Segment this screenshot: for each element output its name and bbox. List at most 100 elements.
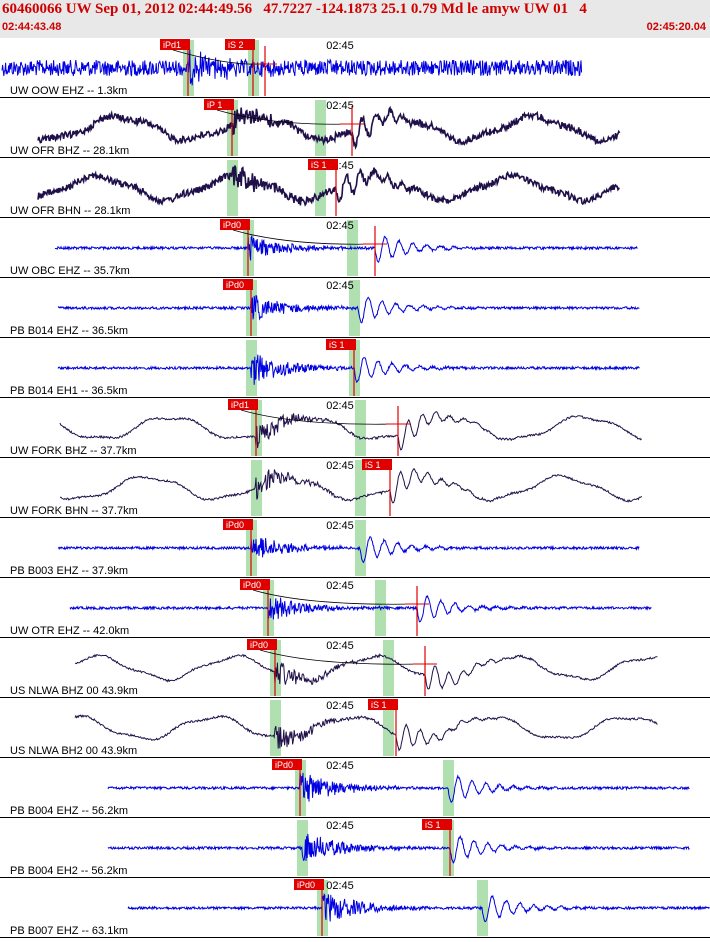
phase-window-band — [355, 520, 366, 576]
trace-row: 02:45 iPd0 PB B007 EHZ -- 63.1km — [0, 879, 710, 938]
waveform-trace — [57, 354, 640, 385]
station-label: UW OFR BHN -- 28.1km — [10, 205, 130, 217]
pick-label: iS 1 — [371, 700, 387, 710]
start-time: 02:44:43.48 — [2, 21, 62, 33]
time-marker-label: 02:45 — [326, 40, 354, 52]
pick-label-box — [223, 279, 253, 290]
station-label: UW OBC EHZ -- 35.7km — [10, 265, 130, 277]
pick-label: iPd0 — [297, 880, 315, 890]
pick-label-box — [223, 519, 253, 530]
phase-window-band — [443, 760, 454, 816]
event-header: 60460066 UW Sep 01, 2012 02:44:49.56 47.… — [0, 0, 710, 38]
pick-label-box — [204, 99, 234, 110]
time-marker-label: 02:45 — [326, 760, 354, 772]
pick-label-box — [225, 39, 255, 50]
pick-label-box — [220, 219, 250, 230]
event-title: 60460066 UW Sep 01, 2012 02:44:49.56 47.… — [2, 1, 587, 17]
trace-row: 02:45 iPd1 iS 2 UW OOW EHZ -- 1.3km — [0, 39, 710, 98]
phase-window-band — [383, 640, 394, 696]
time-marker-label: 02:45 — [326, 880, 354, 892]
trace-row: 02:45 iPd0 PB B004 EHZ -- 56.2km — [0, 759, 710, 818]
pick-label: iS 1 — [311, 160, 327, 170]
arrival-curve — [240, 409, 399, 425]
waveform-trace — [74, 653, 658, 690]
waveform-trace — [59, 468, 643, 504]
waveform-trace — [57, 536, 640, 564]
phase-window-band — [297, 820, 308, 876]
station-label: UW OOW EHZ -- 1.3km — [10, 85, 127, 97]
station-label: PB B004 EH2 -- 56.2km — [10, 865, 127, 877]
station-label: PB B014 EH1 -- 36.5km — [10, 385, 127, 397]
pick-label: iPd0 — [223, 220, 241, 230]
trace-row: 02:45 iS 1 US NLWA BH2 00 43.9km — [0, 699, 710, 758]
pick-label-box — [368, 699, 398, 710]
waveform-trace — [127, 893, 710, 923]
time-marker-label: 02:45 — [326, 520, 354, 532]
time-marker-label: 02:45 — [326, 580, 354, 592]
trace-row: 02:45 iPd0 UW OTR EHZ -- 42.0km — [0, 579, 710, 638]
waveform-trace — [69, 594, 652, 623]
pick-label-box — [272, 759, 302, 770]
phase-window-band — [355, 400, 366, 456]
station-label: UW OFR BHZ -- 28.1km — [10, 145, 129, 157]
trace-row: 02:45 iPd0 UW OBC EHZ -- 35.7km — [0, 219, 710, 278]
pick-label: iPd0 — [243, 580, 261, 590]
pick-label: iS 1 — [425, 820, 441, 830]
pick-label-box — [326, 339, 356, 350]
trace-row: 02:45 iPd1 UW FORK BHZ -- 37.7km — [0, 399, 710, 458]
trace-row: 02:45 iP 1 UW OFR BHZ -- 28.1km — [0, 99, 710, 158]
station-label: US NLWA BH2 00 43.9km — [10, 745, 137, 757]
pick-label: iS 2 — [228, 40, 244, 50]
time-marker-label: 02:45 — [326, 700, 354, 712]
phase-window-band — [355, 460, 366, 516]
phase-window-band — [315, 160, 326, 216]
pick-label: iP 1 — [207, 100, 222, 110]
waveform-trace — [57, 295, 640, 324]
pick-label-box — [247, 639, 277, 650]
station-label: UW FORK BHZ -- 37.7km — [10, 445, 137, 457]
time-marker-label: 02:45 — [326, 220, 354, 232]
pick-label-box — [228, 399, 258, 410]
phase-window-band — [227, 160, 238, 216]
phase-window-band — [315, 100, 326, 156]
trace-row: 02:45 iPd0 PB B014 EHZ -- 36.5km — [0, 279, 710, 338]
pick-label-box — [422, 819, 452, 830]
trace-row: 02:45 iPd0 PB B003 EHZ -- 37.9km — [0, 519, 710, 578]
end-time: 02:45:20.04 — [646, 21, 706, 33]
arrival-curve — [252, 589, 418, 605]
pick-label: iS 1 — [329, 340, 345, 350]
station-label: PB B003 EHZ -- 37.9km — [10, 565, 128, 577]
arrival-curve — [216, 109, 353, 125]
waveform-trace — [107, 772, 690, 804]
arrival-curve — [232, 229, 376, 245]
waveform-trace — [107, 833, 690, 864]
arrival-curve — [259, 649, 426, 665]
pick-label: iPd0 — [275, 760, 293, 770]
station-label: US NLWA BHZ 00 43.9km — [10, 685, 138, 697]
station-label: UW OTR EHZ -- 42.0km — [10, 625, 129, 637]
time-marker-label: 02:45 — [326, 640, 354, 652]
pick-label: iPd0 — [250, 640, 268, 650]
time-marker-label: 02:45 — [326, 820, 354, 832]
waveform-trace — [54, 234, 638, 264]
time-marker-label: 02:45 — [326, 100, 354, 112]
pick-label: iS 1 — [365, 460, 381, 470]
time-marker-label: 02:45 — [326, 400, 354, 412]
seismogram-panel: 02:45 iPd1 iS 2 UW OOW EHZ -- 1.3km 02:45 iP … — [0, 38, 710, 938]
pick-label: iPd1 — [231, 400, 249, 410]
waveform-trace — [74, 714, 658, 752]
pick-label-box — [240, 579, 270, 590]
waveform-trace — [59, 411, 642, 451]
pick-label: iPd0 — [226, 280, 244, 290]
station-label: UW FORK BHN -- 37.7km — [10, 505, 138, 517]
pick-label: iPd1 — [163, 40, 181, 50]
waveform-trace — [37, 105, 621, 150]
pick-label-box — [362, 459, 392, 470]
waveform-trace — [1, 49, 583, 86]
pick-label: iPd0 — [226, 520, 244, 530]
seismogram-svg: 02:45 iPd1 iS 2 UW OOW EHZ -- 1.3km 02:45 iP … — [0, 39, 710, 938]
trace-row: 02:45 iPd0 US NLWA BHZ 00 43.9km — [0, 639, 710, 698]
pick-label-box — [308, 159, 338, 170]
